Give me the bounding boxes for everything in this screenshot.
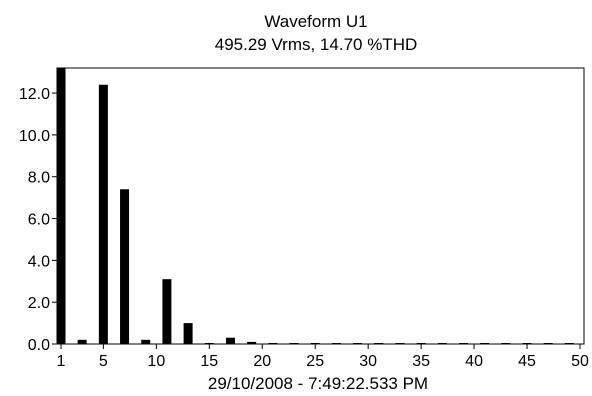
bar-harmonic-27	[331, 343, 341, 344]
plot-frame	[56, 67, 585, 345]
bars-group	[56, 68, 574, 344]
bar-harmonic-49	[564, 343, 574, 344]
y-tick-label: 6.0	[28, 212, 50, 229]
timestamp-label: 29/10/2008 - 7:49:22.533 PM	[208, 374, 428, 393]
bar-harmonic-39	[458, 343, 468, 344]
bar-harmonic-3	[77, 339, 87, 344]
x-tick-label: 15	[200, 353, 218, 370]
chart-subtitle: 495.29 Vrms, 14.70 %THD	[215, 35, 418, 54]
bar-harmonic-25	[310, 343, 320, 344]
y-tick-label: 0.0	[28, 337, 50, 354]
x-tick-label: 25	[306, 353, 324, 370]
bar-harmonic-1	[56, 68, 66, 344]
bar-harmonic-5	[98, 84, 108, 344]
bar-harmonic-33	[395, 343, 405, 344]
y-tick-label: 8.0	[28, 170, 50, 187]
bar-harmonic-43	[501, 343, 511, 344]
x-tick-label: 40	[465, 353, 483, 370]
bar-harmonic-9	[141, 339, 151, 344]
bar-harmonic-45	[522, 343, 532, 344]
bar-harmonic-21	[268, 342, 278, 344]
bar-harmonic-23	[289, 343, 299, 344]
x-tick-label: 30	[359, 353, 377, 370]
chart-title: Waveform U1	[264, 12, 367, 31]
bar-harmonic-47	[543, 343, 553, 344]
y-axis: 0.0 2.0 4.0 6.0 8.0 10.0 12.0	[19, 86, 57, 354]
x-tick-label: 50	[571, 353, 589, 370]
bar-harmonic-15	[204, 342, 214, 344]
bar-harmonic-11	[162, 279, 172, 344]
bar-harmonic-19	[247, 341, 257, 344]
x-axis: 1 5 10 15 20 25 30 35 40 45 50	[57, 344, 589, 370]
x-tick-label: 1	[57, 353, 66, 370]
y-tick-label: 2.0	[28, 295, 50, 312]
bar-harmonic-31	[374, 343, 384, 344]
y-tick-label: 10.0	[19, 128, 50, 145]
bar-harmonic-17	[225, 337, 235, 344]
bar-harmonic-13	[183, 323, 193, 344]
x-tick-label: 35	[412, 353, 430, 370]
y-tick-label: 12.0	[19, 86, 50, 103]
x-tick-label: 10	[147, 353, 165, 370]
bar-harmonic-35	[416, 343, 426, 344]
plot-area	[56, 67, 585, 345]
bar-harmonic-7	[120, 189, 130, 344]
x-tick-label: 45	[518, 353, 536, 370]
bar-harmonic-29	[353, 343, 363, 344]
bar-harmonic-37	[437, 343, 447, 344]
bar-harmonic-41	[480, 343, 490, 344]
x-tick-label: 20	[253, 353, 271, 370]
y-tick-label: 4.0	[28, 253, 50, 270]
x-tick-label: 5	[99, 353, 108, 370]
